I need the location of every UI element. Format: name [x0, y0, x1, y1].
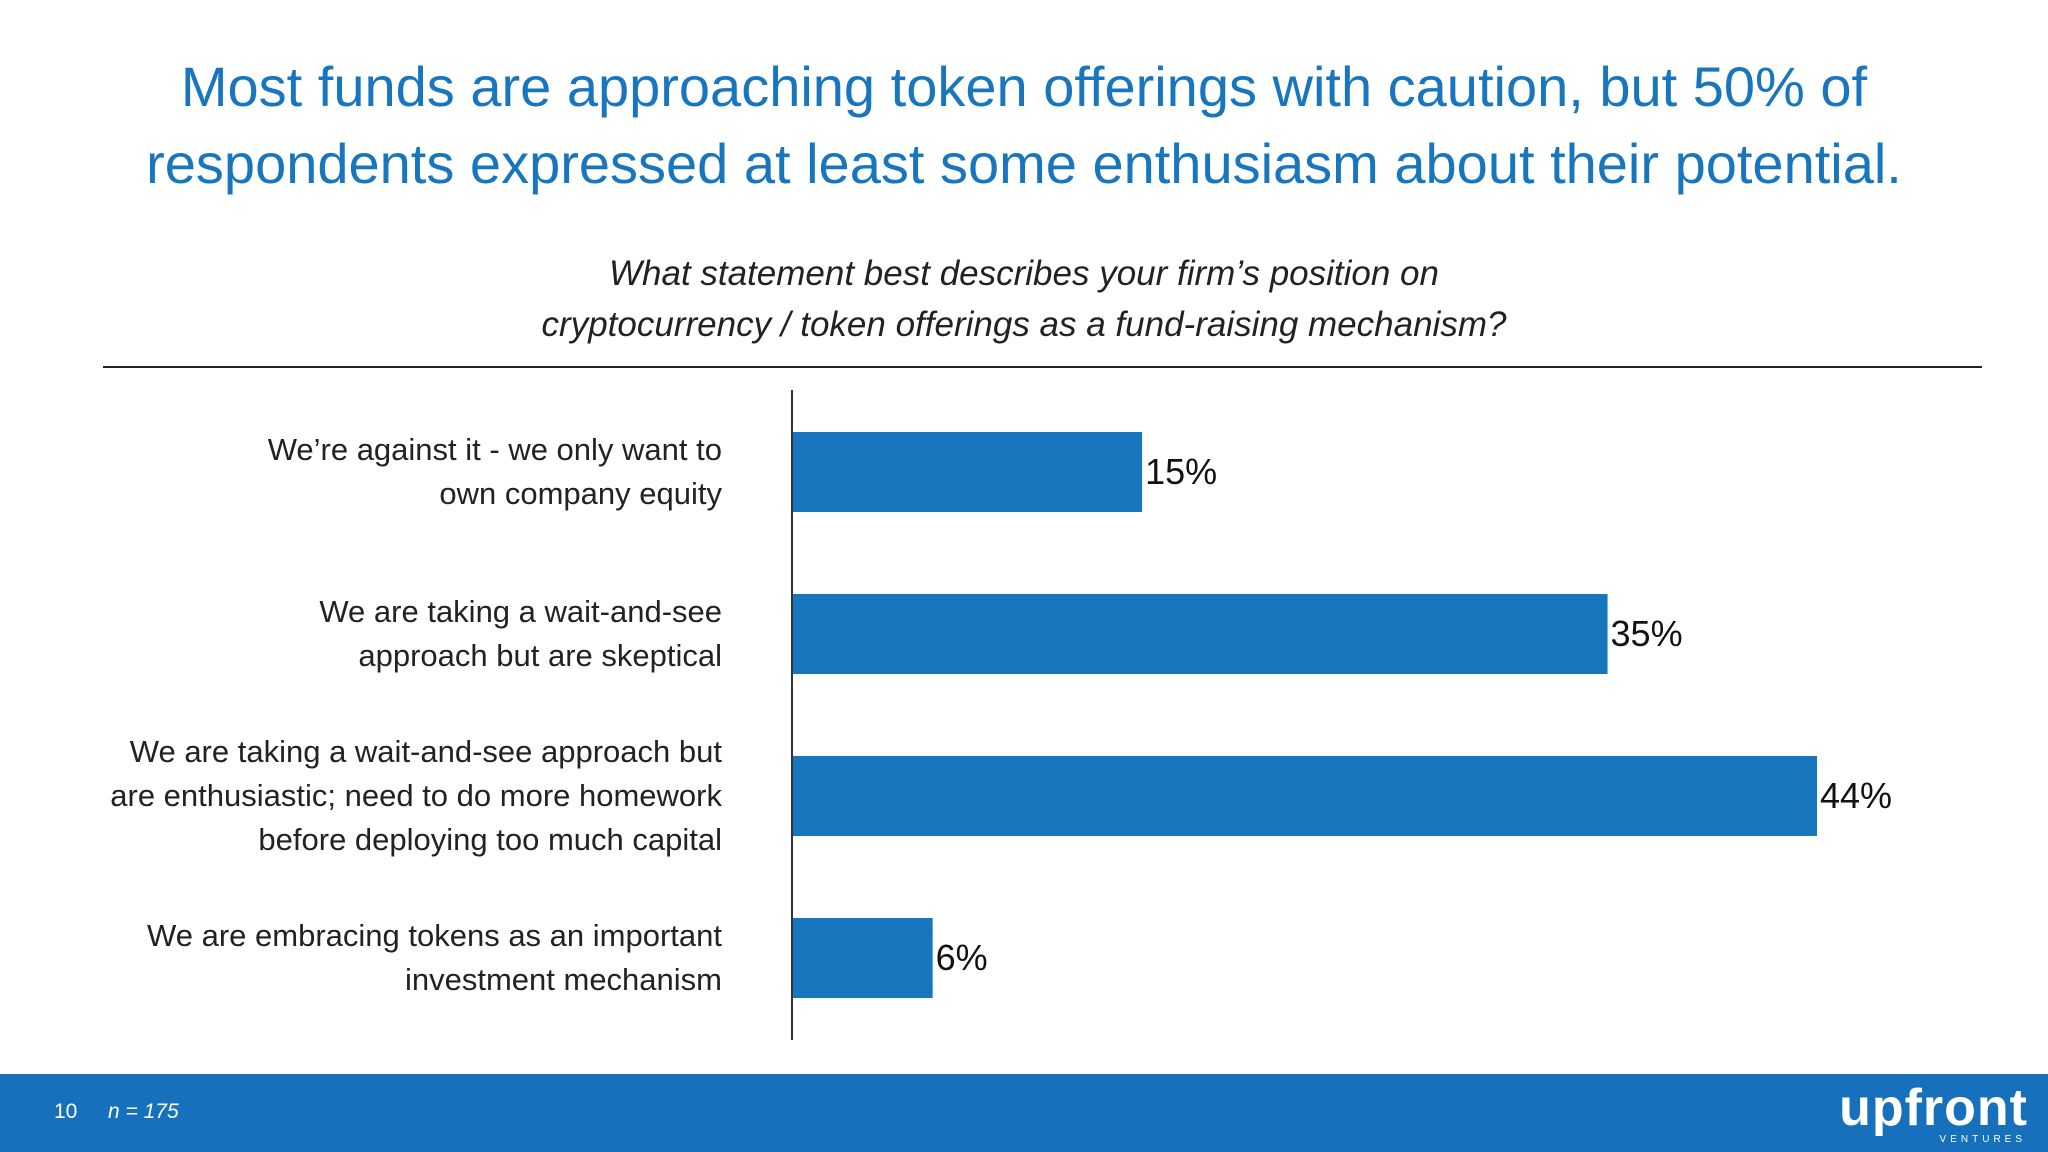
category-label-2-line-1: We are taking a wait-and-see [319, 594, 722, 629]
footer-bar: 10 n = 175 upfront VENTURES [0, 1074, 2048, 1152]
category-label-4: We are embracing tokens as an important i… [42, 914, 722, 1002]
upfront-logo: upfront VENTURES [1808, 1078, 2028, 1148]
page-title-line-1: Most funds are approaching token offerin… [180, 55, 1868, 118]
category-label-3-line-3: before deploying too much capital [258, 822, 722, 857]
bar-value-label-1: 15% [1145, 451, 1217, 492]
category-label-3: We are taking a wait-and-see approach bu… [42, 730, 722, 862]
chart-question: What statement best describes your firm’… [400, 248, 1648, 350]
category-label-3-line-2: are enthusiastic; need to do more homewo… [110, 778, 722, 813]
category-label-1-line-1: We’re against it - we only want to [267, 432, 722, 467]
bar-3 [793, 756, 1817, 836]
category-label-1-line-2: own company equity [439, 476, 722, 511]
logo-wordmark: upfront [1839, 1079, 2028, 1137]
bar-4 [793, 918, 933, 998]
bar-chart: 15% 35% 44% 6% [791, 390, 1892, 1040]
page-number: 10 [54, 1100, 78, 1123]
category-label-4-line-2: investment mechanism [404, 962, 722, 997]
bar-value-label-2: 35% [1611, 613, 1683, 654]
title-divider [103, 366, 1982, 368]
category-label-3-line-1: We are taking a wait-and-see approach bu… [129, 734, 722, 769]
logo-subtext: VENTURES [1939, 1134, 2026, 1145]
category-label-4-line-1: We are embracing tokens as an important [147, 918, 722, 953]
category-label-2: We are taking a wait-and-see approach but… [42, 590, 722, 678]
category-label-1: We’re against it - we only want to own co… [42, 428, 722, 516]
chart-question-line-2: cryptocurrency / token offerings as a fu… [541, 305, 1507, 344]
sample-size: n = 175 [108, 1100, 179, 1123]
page-title-line-2: respondents expressed at least some enth… [146, 132, 1902, 195]
page-title: Most funds are approaching token offerin… [100, 48, 1948, 202]
bar-1 [793, 432, 1143, 512]
chart-question-line-1: What statement best describes your firm’… [608, 254, 1439, 293]
bar-value-label-3: 44% [1820, 775, 1892, 816]
category-label-2-line-2: approach but are skeptical [358, 638, 722, 673]
bar-value-label-4: 6% [936, 937, 988, 978]
bar-2 [793, 594, 1608, 674]
